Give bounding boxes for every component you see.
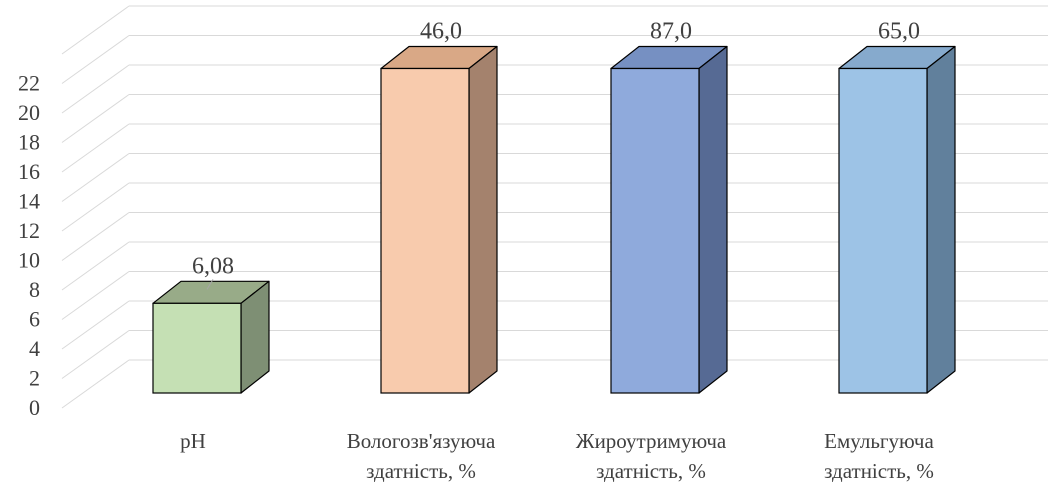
y-tick-label: 6 bbox=[29, 307, 40, 332]
bar-side-face bbox=[468, 45, 498, 394]
bar-front-face bbox=[838, 67, 928, 394]
y-tick-label: 20 bbox=[18, 100, 40, 125]
leader-line bbox=[206, 279, 214, 290]
y-tick-label: 16 bbox=[18, 159, 40, 184]
bar bbox=[152, 280, 270, 394]
bars bbox=[152, 45, 956, 394]
category-label: Жироутримуюча bbox=[576, 429, 727, 453]
bar bbox=[610, 45, 728, 394]
data-label: 6,08 bbox=[192, 253, 234, 279]
y-tick-label: 10 bbox=[18, 248, 40, 273]
bar-front-face bbox=[380, 67, 470, 394]
gridline-diagonal bbox=[61, 35, 130, 84]
bar-front-face bbox=[152, 302, 242, 394]
data-label: 87,0 bbox=[650, 19, 692, 45]
gridline-diagonal bbox=[61, 300, 130, 350]
gridline-diagonal bbox=[61, 123, 130, 173]
y-tick-label: 22 bbox=[18, 71, 40, 96]
data-labels: 6,08 46,0 87,0 65,0 bbox=[192, 19, 920, 290]
gridline-diagonal bbox=[61, 94, 130, 143]
category-labels: pH Вологозв'язуюча здатність, % Жироутримую… bbox=[180, 429, 934, 483]
gridline-diagonal bbox=[61, 5, 130, 55]
y-tick-label: 2 bbox=[29, 366, 40, 391]
gridline-diagonal bbox=[61, 330, 130, 379]
gridline-diagonal bbox=[61, 153, 130, 202]
gridline-diagonal bbox=[61, 271, 130, 320]
gridline-diagonal bbox=[61, 212, 130, 261]
category-label: здатність, % bbox=[596, 459, 706, 483]
gridline-diagonal bbox=[61, 64, 130, 114]
bar-front-face bbox=[610, 67, 700, 394]
y-tick-label: 14 bbox=[18, 189, 40, 214]
category-label: здатність, % bbox=[366, 459, 476, 483]
data-label: 65,0 bbox=[878, 19, 920, 45]
y-tick-label: 8 bbox=[29, 277, 40, 302]
category-label: Вологозв'язуюча bbox=[347, 429, 496, 453]
gridline-diagonal bbox=[61, 182, 130, 232]
category-label: здатність, % bbox=[824, 459, 934, 483]
bar-side-face bbox=[698, 45, 728, 394]
category-label: pH bbox=[180, 429, 206, 453]
y-axis-ticks: 0 2 4 6 8 10 12 14 16 18 20 22 bbox=[18, 71, 40, 421]
y-tick-label: 0 bbox=[29, 395, 40, 420]
bar bbox=[838, 45, 956, 394]
y-tick-label: 4 bbox=[29, 336, 40, 361]
y-tick-label: 12 bbox=[18, 218, 40, 243]
bar-side-face bbox=[926, 45, 956, 394]
bar bbox=[380, 45, 498, 394]
gridline-diagonal bbox=[61, 359, 130, 409]
gridline-diagonal bbox=[61, 241, 130, 291]
y-tick-label: 18 bbox=[18, 130, 40, 155]
data-label: 46,0 bbox=[420, 19, 462, 45]
category-label: Емульгуюча bbox=[824, 429, 934, 453]
